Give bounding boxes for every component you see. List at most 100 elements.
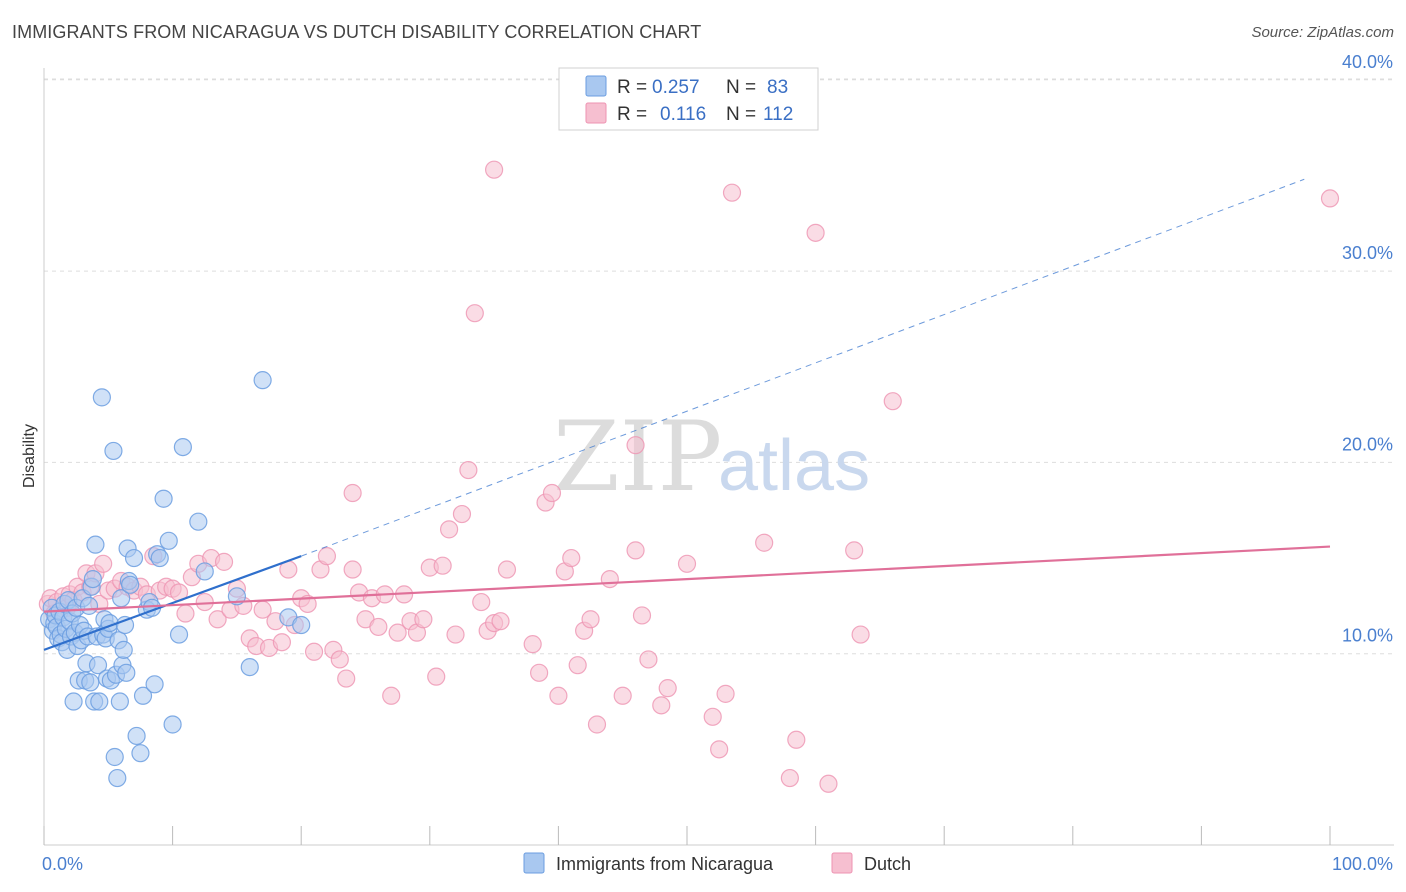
nicaragua-point [159, 531, 178, 550]
dutch-point [272, 633, 292, 652]
dutch-point [343, 560, 362, 579]
dutch-point [343, 483, 362, 503]
nicaragua-point [79, 596, 99, 615]
dutch-point [562, 548, 581, 568]
dutch-point [369, 617, 388, 637]
nicaragua-trend-line-extension [301, 178, 1305, 557]
dutch-point [613, 686, 632, 705]
dutch-point [710, 740, 729, 759]
dutch-point [485, 160, 504, 179]
legend-r-label-blue: R = [617, 77, 647, 98]
dutch-point [722, 183, 742, 202]
nicaragua-point [104, 441, 123, 461]
dutch-point [883, 392, 902, 411]
legend-r-value-blue: 0.257 [652, 77, 700, 98]
nicaragua-point [253, 371, 272, 390]
nicaragua-point [90, 692, 109, 711]
dutch-point [787, 730, 806, 749]
nicaragua-point [195, 562, 214, 581]
dutch-point [851, 625, 870, 644]
nicaragua-point [121, 575, 140, 594]
y-tick-label-30: 30.0% [1342, 243, 1393, 263]
nicaragua-points [40, 371, 311, 788]
nicaragua-point [133, 686, 153, 705]
nicaragua-point [105, 747, 124, 767]
dutch-points [38, 160, 1340, 793]
nicaragua-point [145, 675, 164, 694]
bottom-legend-label-nicaragua: Immigrants from Nicaragua [556, 854, 774, 874]
bottom-legend-swatch-dutch [831, 852, 853, 874]
nicaragua-point [83, 569, 102, 589]
watermark: ZIP atlas [553, 401, 870, 513]
x-tick-label-min: 0.0% [42, 854, 83, 874]
nicaragua-point [81, 673, 100, 692]
dutch-point [446, 625, 465, 644]
dutch-point [819, 774, 838, 793]
nicaragua-point [114, 640, 133, 659]
nicaragua-point [117, 663, 136, 682]
dutch-point [337, 669, 356, 688]
dutch-point [491, 612, 510, 631]
dutch-point [195, 592, 214, 612]
dutch-point [542, 483, 562, 503]
dutch-point [626, 436, 645, 455]
dutch-point [304, 642, 324, 661]
nicaragua-point [189, 512, 208, 531]
dutch-point [658, 679, 677, 698]
dutch-point [581, 610, 600, 629]
dutch-point [755, 533, 774, 552]
dutch-point [652, 696, 671, 715]
dutch-point [176, 604, 195, 623]
dutch-point [1320, 189, 1340, 208]
dutch-point [433, 556, 452, 575]
nicaragua-point [86, 535, 105, 554]
axes [43, 68, 1394, 846]
dutch-point [452, 504, 472, 524]
dutch-point [427, 667, 446, 686]
dutch-point [568, 656, 587, 675]
dutch-point [530, 663, 549, 682]
dutch-point [497, 560, 517, 579]
stats-legend: R = 0.257 N = 83 R = 0.116 N = 112 [558, 67, 819, 131]
dutch-point [716, 684, 735, 703]
dutch-point [414, 610, 433, 629]
dutch-point [472, 592, 491, 612]
dutch-point [523, 635, 542, 654]
dutch-point [94, 554, 113, 573]
y-axis-label: Disability [21, 424, 38, 488]
legend-n-label-blue: N = [726, 77, 756, 98]
dutch-point [632, 606, 652, 625]
watermark-zip-text: ZIP [553, 401, 722, 513]
legend-r-value-pink: 0.116 [660, 104, 706, 125]
nicaragua-point [169, 625, 189, 644]
bottom-legend-swatch-nicaragua [523, 852, 545, 874]
watermark-atlas-text: atlas [718, 426, 870, 506]
dutch-point [439, 520, 459, 539]
dutch-point [459, 460, 478, 480]
bottom-legend-label-dutch: Dutch [864, 854, 911, 874]
dutch-point [677, 554, 697, 573]
dutch-point [780, 768, 799, 788]
chart-title: IMMIGRANTS FROM NICARAGUA VS DUTCH DISAB… [12, 22, 702, 42]
nicaragua-point [173, 437, 192, 457]
nicaragua-point [163, 715, 182, 734]
nicaragua-point [88, 656, 108, 675]
nicaragua-point [240, 657, 259, 677]
y-tick-label-10: 10.0% [1342, 626, 1393, 646]
nicaragua-trend-line [43, 555, 302, 651]
dutch-point [382, 686, 401, 705]
legend-swatch-pink [585, 102, 607, 124]
dutch-trend-line [43, 545, 1331, 613]
trend-lines [43, 178, 1331, 651]
grid-lines [44, 78, 1394, 655]
dutch-point [845, 541, 864, 560]
legend-r-label-pink: R = [617, 104, 647, 125]
nicaragua-point [64, 692, 83, 711]
dutch-point [214, 552, 234, 571]
dutch-point [208, 610, 227, 629]
legend-n-value-pink: 112 [763, 104, 793, 125]
dutch-point [330, 650, 349, 669]
nicaragua-point [292, 615, 311, 635]
y-tick-labels: 10.0% 20.0% 30.0% 40.0% [1342, 52, 1393, 646]
